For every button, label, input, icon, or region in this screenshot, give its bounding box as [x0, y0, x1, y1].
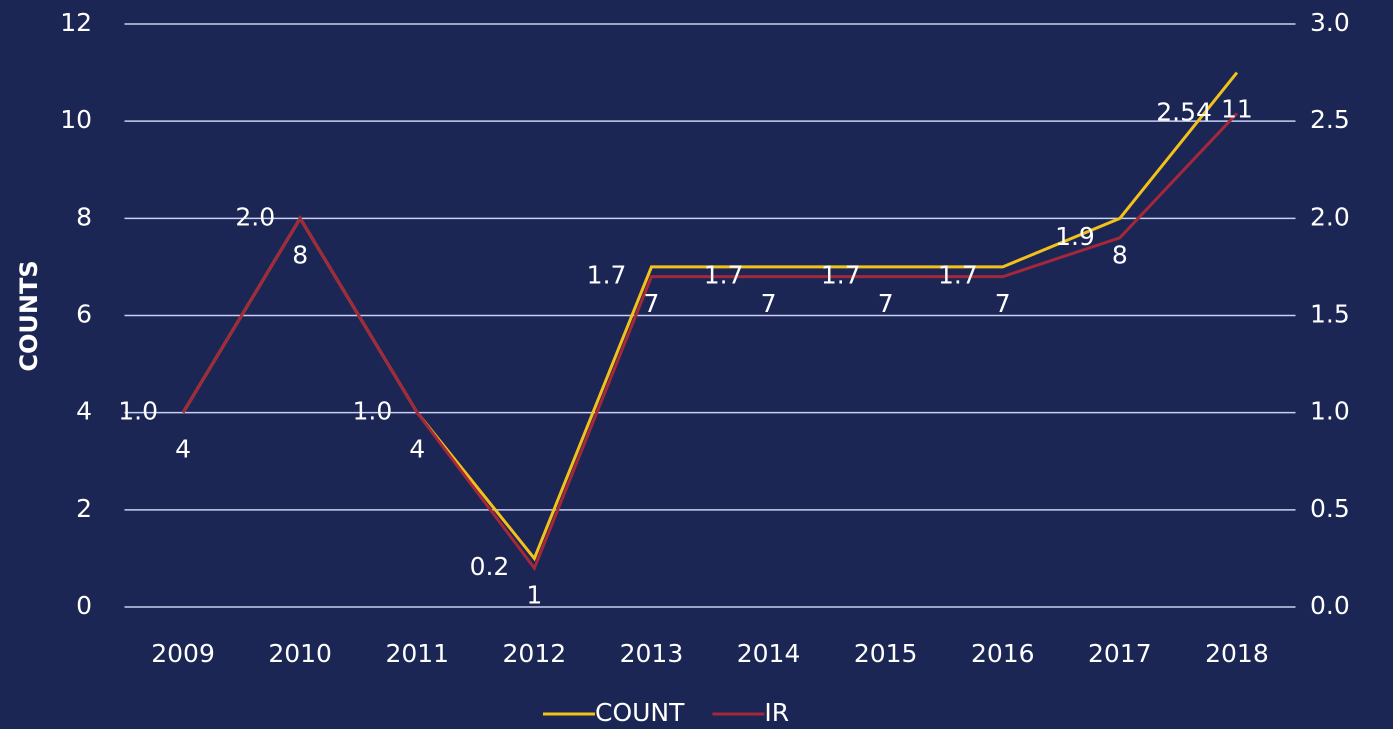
y2-tick-label: 1.0 — [1310, 397, 1350, 426]
x-tick-label: 2012 — [503, 639, 567, 668]
line-series — [181, 112, 1239, 572]
data-label: 4 — [409, 435, 425, 464]
data-label: 1.0 — [352, 397, 392, 426]
y-axis-label: COUNTS — [15, 260, 43, 371]
data-label: 8 — [292, 240, 308, 269]
y-tick-label: 10 — [60, 105, 92, 134]
data-label: 7 — [995, 289, 1011, 318]
x-tick-label: 2018 — [1205, 639, 1269, 668]
y-tick-label: 2 — [76, 494, 92, 523]
data-label: 4 — [175, 435, 191, 464]
data-label: 1.7 — [704, 261, 744, 290]
data-label: 1 — [526, 580, 542, 609]
data-label: 11 — [1221, 95, 1253, 124]
data-label: 7 — [643, 289, 659, 318]
y-tick-label: 4 — [76, 397, 92, 426]
x-tick-label: 2017 — [1088, 639, 1152, 668]
data-label: 0.2 — [470, 552, 510, 581]
x-tick-label: 2010 — [268, 639, 332, 668]
y2-tick-label: 3.0 — [1310, 8, 1350, 37]
x-tick-label: 2015 — [854, 639, 918, 668]
x-tick-label: 2011 — [385, 639, 449, 668]
y-tick-label: 8 — [76, 202, 92, 231]
data-label: 1.7 — [587, 261, 627, 290]
data-label: 7 — [761, 289, 777, 318]
data-label: 2.54 — [1156, 97, 1212, 126]
data-label: 2.0 — [235, 202, 275, 231]
x-tick-label: 2009 — [151, 639, 215, 668]
data-label: 1.9 — [1055, 222, 1095, 251]
y2-tick-label: 1.5 — [1310, 300, 1350, 329]
y-tick-label: 12 — [60, 8, 92, 37]
data-label: 1.7 — [938, 261, 978, 290]
y-tick-label: 6 — [76, 300, 92, 329]
data-label: 1.7 — [821, 261, 861, 290]
data-label: 8 — [1112, 240, 1128, 269]
x-tick-label: 2016 — [971, 639, 1035, 668]
data-label: 7 — [878, 289, 894, 318]
legend-label: IR — [764, 698, 789, 727]
y2-tick-label: 2.0 — [1310, 202, 1350, 231]
y2-tick-label: 0.5 — [1310, 494, 1350, 523]
x-tick-label: 2014 — [737, 639, 801, 668]
legend-label: COUNT — [595, 698, 685, 727]
x-tick-label: 2013 — [620, 639, 684, 668]
y2-tick-label: 0.0 — [1310, 591, 1350, 620]
y2-tick-label: 2.5 — [1310, 105, 1350, 134]
y-tick-label: 0 — [76, 591, 92, 620]
data-label: 1.0 — [118, 397, 158, 426]
